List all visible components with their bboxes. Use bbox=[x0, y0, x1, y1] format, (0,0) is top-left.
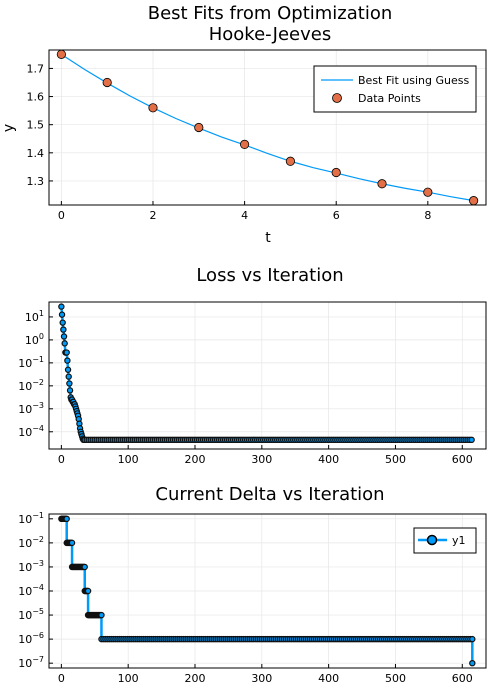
p3-ytick-label: 10−6 bbox=[18, 631, 44, 646]
p1-xlabel: t bbox=[265, 230, 271, 246]
p3-xtick-label: 0 bbox=[58, 672, 65, 685]
p3-delta-point bbox=[98, 611, 105, 619]
p2-loss-point bbox=[60, 333, 68, 340]
p2-xtick-label: 600 bbox=[452, 453, 473, 466]
p1-ytick-label: 1.3 bbox=[27, 175, 45, 188]
p3-ytick-label: 10−7 bbox=[18, 655, 44, 670]
p1-data-point bbox=[285, 156, 296, 166]
p1-data-point bbox=[102, 77, 112, 88]
p2-loss-point bbox=[59, 319, 66, 326]
p3-xtick-label: 400 bbox=[318, 672, 339, 685]
p2-loss-point bbox=[65, 373, 72, 380]
p3-delta-point bbox=[68, 539, 76, 547]
p3-xtick-label: 200 bbox=[185, 672, 206, 685]
p1-legend-box bbox=[313, 65, 477, 113]
p2-ytick-label: 10−4 bbox=[18, 424, 44, 439]
p2-marks bbox=[58, 303, 475, 444]
p1-xtick-label: 6 bbox=[333, 209, 340, 222]
p2-loss-point bbox=[61, 340, 68, 347]
p2-loss-point bbox=[468, 436, 475, 444]
p3-ticks: 0 100 200 300 400 500 600 10−7 10−6 10−5 10−4 10−3 1… bbox=[18, 511, 473, 685]
p1-data-point bbox=[56, 49, 66, 59]
p2-ticks: 0 100 200 300 400 500 600 10−4 10−3 10−2 10−1 100 10… bbox=[18, 309, 473, 466]
p2-ytick-label: 10−3 bbox=[18, 401, 44, 416]
p1-data-point bbox=[194, 122, 204, 133]
p2-loss-point bbox=[58, 303, 65, 310]
p2-xtick-label: 100 bbox=[118, 453, 139, 466]
p3-legend-label: y1 bbox=[452, 534, 466, 547]
p1-ytick-label: 1.6 bbox=[27, 91, 45, 104]
p2-loss-point bbox=[64, 357, 71, 364]
p1-xtick-label: 8 bbox=[424, 209, 431, 222]
p3-delta-point bbox=[63, 515, 70, 523]
p1-subtitle: Hooke-Jeeves bbox=[209, 24, 331, 45]
best-fit-panel: Best Fits from Optimization Hooke-Jeeves… bbox=[1, 3, 487, 246]
p1-legend-label-fit: Best Fit using Guess bbox=[358, 74, 469, 87]
p1-legend: Best Fit using Guess Data Points bbox=[313, 65, 477, 113]
delta-panel: Current Delta vs Iteration 0 100 200 300 400… bbox=[18, 484, 487, 685]
p1-xtick-label: 2 bbox=[149, 209, 156, 222]
p2-loss-point bbox=[66, 380, 73, 387]
loss-panel: Loss vs Iteration 0 100 200 300 400 500 600 10−… bbox=[18, 265, 487, 466]
p1-fit-line bbox=[61, 53, 474, 202]
p1-legend-label-data: Data Points bbox=[358, 92, 421, 105]
p1-data-point bbox=[331, 167, 341, 178]
p3-delta-point bbox=[469, 635, 476, 643]
p1-xtick-label: 0 bbox=[58, 209, 65, 222]
p1-ytick-label: 1.5 bbox=[27, 119, 45, 132]
p1-ytick-label: 1.7 bbox=[27, 62, 45, 75]
p2-xtick-label: 300 bbox=[251, 453, 272, 466]
p2-xtick-label: 0 bbox=[58, 453, 65, 466]
p2-ytick-label: 10−1 bbox=[18, 355, 44, 370]
p2-loss-point bbox=[64, 366, 72, 373]
p2-ytick-label: 10−2 bbox=[18, 378, 44, 393]
p3-xtick-label: 100 bbox=[118, 672, 139, 685]
p1-data-point bbox=[423, 187, 433, 197]
p3-xtick-label: 600 bbox=[452, 672, 473, 685]
p3-ytick-label: 10−5 bbox=[18, 607, 44, 622]
p3-xtick-label: 300 bbox=[251, 672, 272, 685]
p3-ytick-label: 10−1 bbox=[18, 511, 44, 526]
p3-marks bbox=[58, 515, 476, 667]
p1-legend-point-swatch bbox=[332, 93, 342, 103]
p3-legend: y1 bbox=[413, 527, 477, 554]
p2-plot-frame bbox=[48, 301, 487, 450]
p3-grid bbox=[49, 514, 486, 668]
p1-data-point bbox=[377, 179, 387, 189]
p3-ytick-label: 10−2 bbox=[18, 535, 44, 550]
p2-xtick-label: 400 bbox=[318, 453, 339, 466]
p3-delta-point bbox=[469, 659, 476, 667]
p3-legend-marker-swatch bbox=[426, 534, 438, 546]
p1-ticks: 0 2 4 6 8 1.3 1.4 1.5 1.6 1.7 bbox=[27, 62, 432, 222]
p1-data-point bbox=[239, 139, 250, 149]
p3-ytick-label: 10−3 bbox=[18, 559, 44, 574]
p2-loss-point bbox=[58, 311, 66, 318]
p1-ylabel: y bbox=[1, 124, 17, 132]
p3-ytick-label: 10−4 bbox=[18, 583, 44, 598]
p2-ytick-label: 100 bbox=[25, 332, 44, 347]
p3-delta-point bbox=[84, 587, 92, 595]
p2-xtick-label: 500 bbox=[385, 453, 406, 466]
p3-title: Current Delta vs Iteration bbox=[155, 484, 384, 505]
p1-ytick-label: 1.4 bbox=[27, 147, 45, 160]
p1-data-point bbox=[469, 196, 479, 206]
p3-delta-point bbox=[81, 563, 88, 571]
p2-loss-point bbox=[66, 387, 74, 394]
p2-loss-point bbox=[63, 349, 70, 356]
p2-ytick-label: 101 bbox=[25, 309, 44, 324]
p2-grid bbox=[49, 302, 486, 449]
p1-xtick-label: 4 bbox=[241, 209, 248, 222]
p1-data-point bbox=[148, 103, 158, 113]
p2-loss-line bbox=[60, 306, 473, 442]
p2-title: Loss vs Iteration bbox=[196, 265, 343, 286]
p1-title: Best Fits from Optimization bbox=[148, 3, 393, 24]
p3-xtick-label: 500 bbox=[385, 672, 406, 685]
p1-plot-frame bbox=[48, 49, 487, 206]
p2-xtick-label: 200 bbox=[185, 453, 206, 466]
p2-loss-point bbox=[60, 326, 67, 333]
p1-marks bbox=[56, 49, 479, 206]
